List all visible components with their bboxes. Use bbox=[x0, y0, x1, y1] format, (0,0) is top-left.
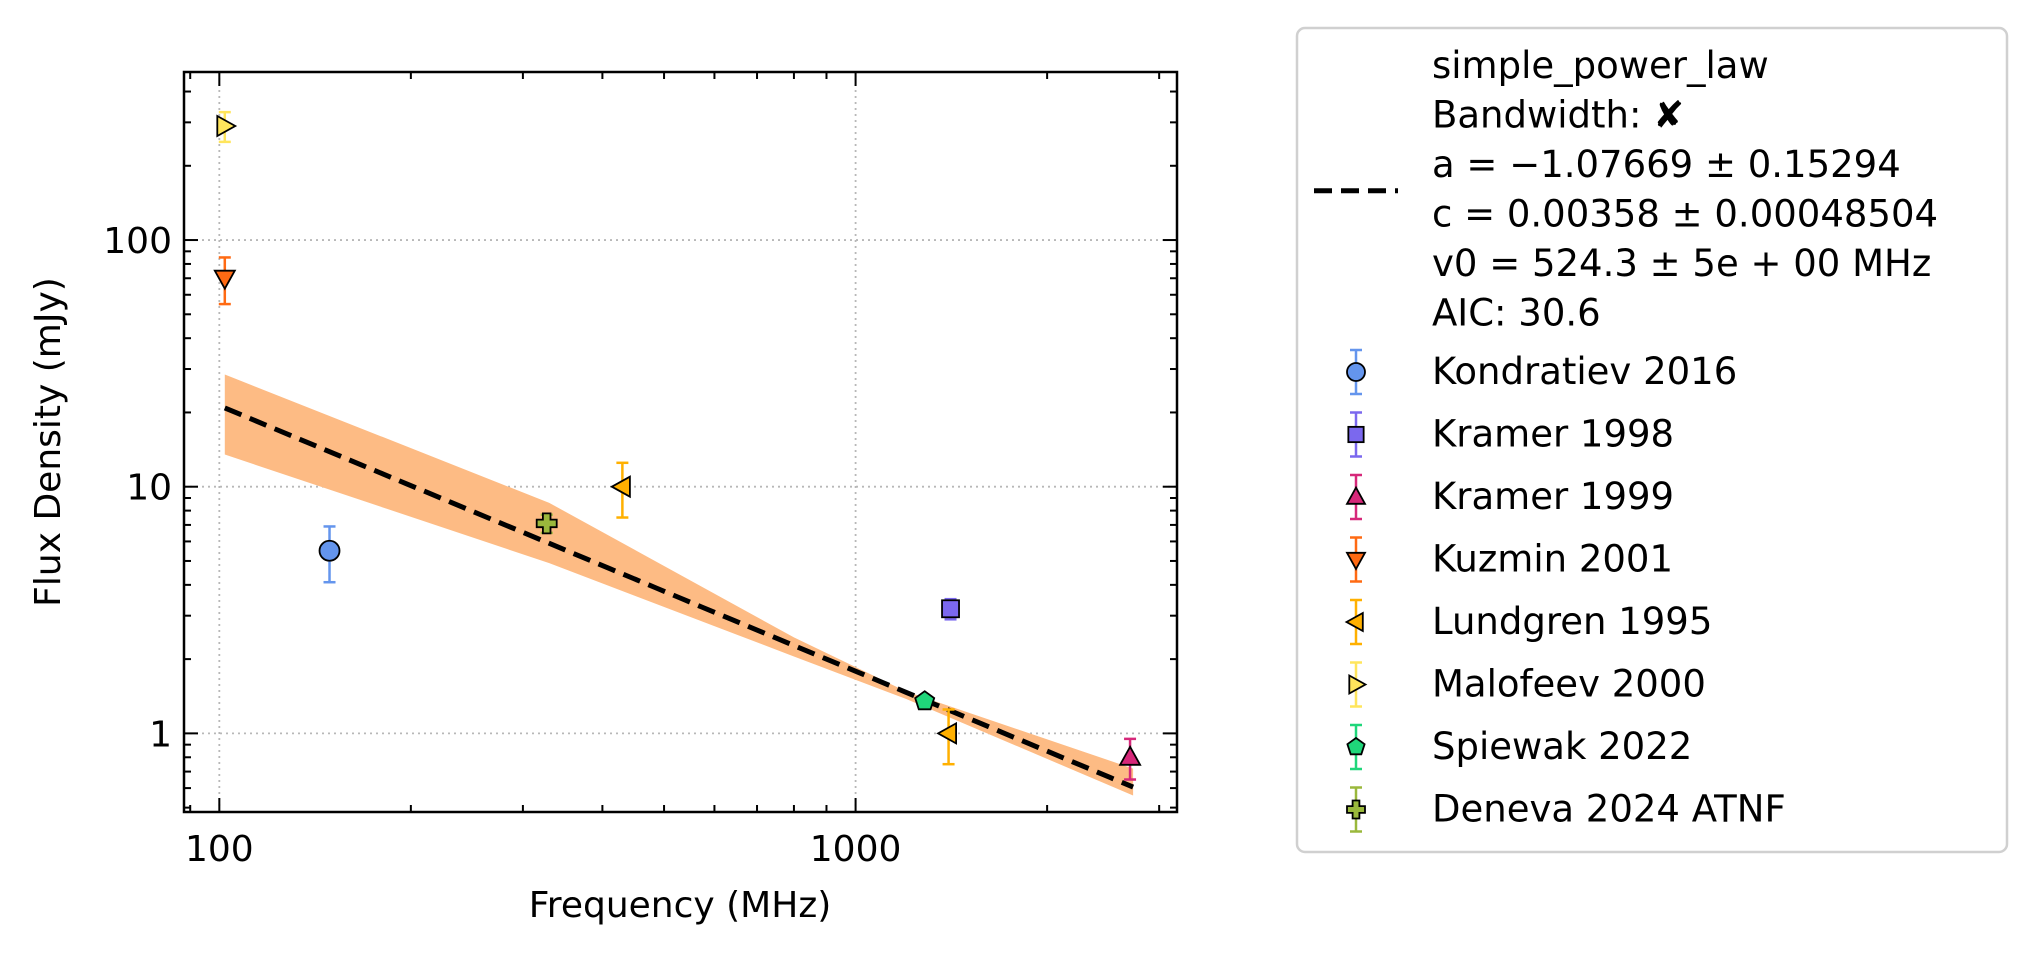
data-point-spiewak-2022-0 bbox=[914, 690, 936, 711]
data-point-kramer-1998-0 bbox=[941, 599, 960, 619]
legend-marker-malofeev-2000 bbox=[1348, 673, 1368, 696]
legend-entry-fit: simple_power_law Bandwidth: ✘ a = −1.07669… bbox=[1314, 44, 1938, 335]
series-lundgren-1995 bbox=[610, 461, 957, 766]
legend-marker-kramer-1998 bbox=[1347, 425, 1365, 444]
x-tick-label-100: 100 bbox=[185, 829, 254, 870]
legend-marker-deneva-2024-atnf bbox=[1346, 799, 1366, 820]
series-kramer-1998 bbox=[941, 597, 960, 621]
legend-label-kuzmin-2001: Kuzmin 2001 bbox=[1432, 538, 1673, 581]
legend-fit-line-5: AIC: 30.6 bbox=[1432, 292, 1601, 335]
legend-marker-kuzmin-2001 bbox=[1345, 551, 1367, 571]
legend-label-kramer-1999: Kramer 1999 bbox=[1432, 475, 1674, 518]
data-point-kondratiev-2016-0 bbox=[318, 539, 341, 562]
y-tick-label-100: 100 bbox=[103, 221, 172, 262]
legend-entry-deneva-2024-atnf: Deneva 2024 ATNF bbox=[1346, 786, 1786, 833]
legend-entry-malofeev-2000: Malofeev 2000 bbox=[1348, 661, 1706, 708]
legend-label-lundgren-1995: Lundgren 1995 bbox=[1432, 600, 1712, 643]
series-kramer-1999 bbox=[1118, 737, 1142, 781]
data-point-malofeev-2000-0 bbox=[216, 114, 238, 138]
data-point-lundgren-1995-1 bbox=[936, 721, 957, 745]
legend-entry-spiewak-2022: Spiewak 2022 bbox=[1346, 723, 1692, 771]
data-point-kramer-1999-0 bbox=[1118, 744, 1142, 766]
legend-marker-kramer-1999 bbox=[1345, 485, 1367, 505]
plot-area-frame bbox=[182, 70, 1179, 814]
legend-label-kramer-1998: Kramer 1998 bbox=[1432, 413, 1674, 456]
legend-label-kondratiev-2016: Kondratiev 2016 bbox=[1432, 350, 1737, 393]
axis-ticks bbox=[184, 72, 1177, 812]
tick-labels: 100 1000 1 10 100 bbox=[103, 221, 901, 870]
data-point-lundgren-1995-0 bbox=[610, 475, 631, 499]
y-tick-label-1: 1 bbox=[149, 714, 172, 755]
data-point-kuzmin-2001-0 bbox=[213, 269, 237, 291]
legend-frame bbox=[1295, 26, 2009, 854]
legend-marker-lundgren-1995 bbox=[1344, 611, 1364, 633]
legend-entry-kramer-1998: Kramer 1998 bbox=[1347, 411, 1674, 458]
legend-entry-kondratiev-2016: Kondratiev 2016 bbox=[1346, 348, 1737, 396]
data-point-deneva-2024-atnf-0 bbox=[535, 512, 558, 535]
fit-confidence-band bbox=[224, 374, 1134, 796]
legend: simple_power_law Bandwidth: ✘ a = −1.07669… bbox=[1295, 26, 2009, 854]
fit-band-layer bbox=[224, 374, 1134, 796]
series-kuzmin-2001 bbox=[213, 256, 237, 306]
series-malofeev-2000 bbox=[216, 110, 238, 144]
legend-fit-line-1: Bandwidth: ✘ bbox=[1432, 94, 1684, 137]
series-deneva-2024-atnf bbox=[535, 512, 558, 535]
y-axis-title: Flux Density (mJy) bbox=[28, 277, 69, 607]
legend-entry-kramer-1999: Kramer 1999 bbox=[1345, 473, 1674, 521]
series-kondratiev-2016 bbox=[318, 525, 341, 584]
legend-fit-line-2: a = −1.07669 ± 0.15294 bbox=[1432, 143, 1901, 186]
y-tick-label-10: 10 bbox=[126, 468, 172, 509]
legend-fit-line-3: c = 0.00358 ± 0.00048504 bbox=[1432, 193, 1938, 236]
legend-fit-line-4: v0 = 524.3 ± 5e + 00 MHz bbox=[1432, 242, 1931, 285]
legend-label-malofeev-2000: Malofeev 2000 bbox=[1432, 663, 1706, 706]
legend-entry-kuzmin-2001: Kuzmin 2001 bbox=[1345, 536, 1673, 583]
legend-fit-line-0: simple_power_law bbox=[1432, 44, 1769, 87]
legend-marker-kondratiev-2016 bbox=[1346, 362, 1366, 382]
x-axis-title: Frequency (MHz) bbox=[529, 885, 832, 926]
data-points-layer bbox=[213, 110, 1142, 781]
legend-marker-spiewak-2022 bbox=[1346, 736, 1366, 756]
legend-label-deneva-2024-atnf: Deneva 2024 ATNF bbox=[1432, 788, 1786, 831]
x-tick-label-1000: 1000 bbox=[810, 829, 902, 870]
legend-entry-lundgren-1995: Lundgren 1995 bbox=[1344, 598, 1712, 646]
series-spiewak-2022 bbox=[914, 690, 936, 711]
fit-line-layer bbox=[223, 405, 1135, 790]
legend-label-spiewak-2022: Spiewak 2022 bbox=[1432, 725, 1692, 768]
fit-line bbox=[223, 405, 1135, 790]
